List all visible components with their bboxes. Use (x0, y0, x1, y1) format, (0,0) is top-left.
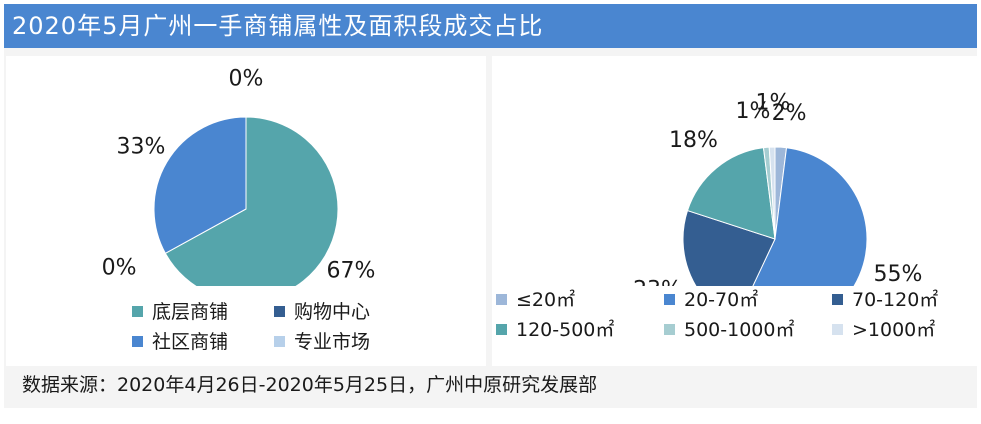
legend-item: 70-120㎡ (832, 288, 938, 312)
legend-item: 底层商铺 (132, 300, 228, 324)
chart-title: 2020年5月广州一手商铺属性及面积段成交占比 (4, 4, 977, 48)
legend-label: 20-70㎡ (684, 289, 759, 311)
legend-label: 专业市场 (294, 331, 371, 353)
pie-data-label: 67% (327, 259, 376, 284)
legend-label: 70-120㎡ (852, 289, 939, 311)
pie-data-label: 18% (669, 128, 718, 153)
legend-label: ≤20㎡ (516, 289, 576, 311)
pie-data-label: 0% (102, 255, 137, 280)
legend-swatch (274, 336, 285, 347)
legend-swatch (496, 324, 507, 335)
legend-swatch (832, 294, 843, 305)
property-type-pie-chart: 67% 0% 33% 0% (102, 67, 376, 302)
legend-label: 社区商铺 (152, 331, 229, 353)
legend-swatch (132, 306, 143, 317)
legend-swatch (832, 324, 843, 335)
data-source-note: 数据来源：2020年4月26日-2020年5月25日，广州中原研究发展部 (22, 374, 598, 396)
pie-data-label: 33% (117, 134, 166, 159)
legend-swatch (496, 294, 507, 305)
pie-data-label: 1% (736, 99, 771, 124)
legend-item: 专业市场 (274, 330, 370, 354)
legend-swatch (274, 306, 285, 317)
pie-data-label: 55% (873, 262, 922, 286)
legend-swatch (664, 294, 675, 305)
pie-slice (768, 146, 776, 240)
pie-data-label: 1% (756, 91, 791, 116)
legend-item: 500-1000㎡ (664, 318, 794, 342)
legend-item: >1000㎡ (832, 318, 935, 342)
legend-swatch (664, 324, 675, 335)
pie-data-label: 2% (772, 101, 807, 126)
legend-label: 500-1000㎡ (684, 319, 795, 341)
legend-label: 底层商铺 (152, 301, 229, 323)
legend-label: >1000㎡ (852, 319, 936, 341)
pie-data-label: 23% (633, 277, 682, 286)
legend-label: 120-500㎡ (516, 319, 615, 341)
area-range-pie-chart: 2% 55% 23% 18% 1%1% (633, 91, 922, 332)
legend-item: 社区商铺 (132, 330, 228, 354)
pie-data-label: 0% (229, 67, 264, 92)
legend-item: 购物中心 (274, 300, 370, 324)
pie-slice (153, 116, 247, 255)
legend-swatch (132, 336, 143, 347)
pie-slice (686, 147, 776, 240)
legend-item: 120-500㎡ (496, 318, 614, 342)
right-chart-panel: 2% 55% 23% 18% 1%1% ≤20㎡ 20-70㎡ 70-120㎡ 120-500… (492, 56, 977, 366)
left-chart-panel: 67% 0% 33% 0% 底层商铺 购物中心社区商铺 专业市场 (6, 56, 486, 366)
legend-item: ≤20㎡ (496, 288, 575, 312)
legend-item: 20-70㎡ (664, 288, 758, 312)
legend-label: 购物中心 (294, 301, 371, 323)
